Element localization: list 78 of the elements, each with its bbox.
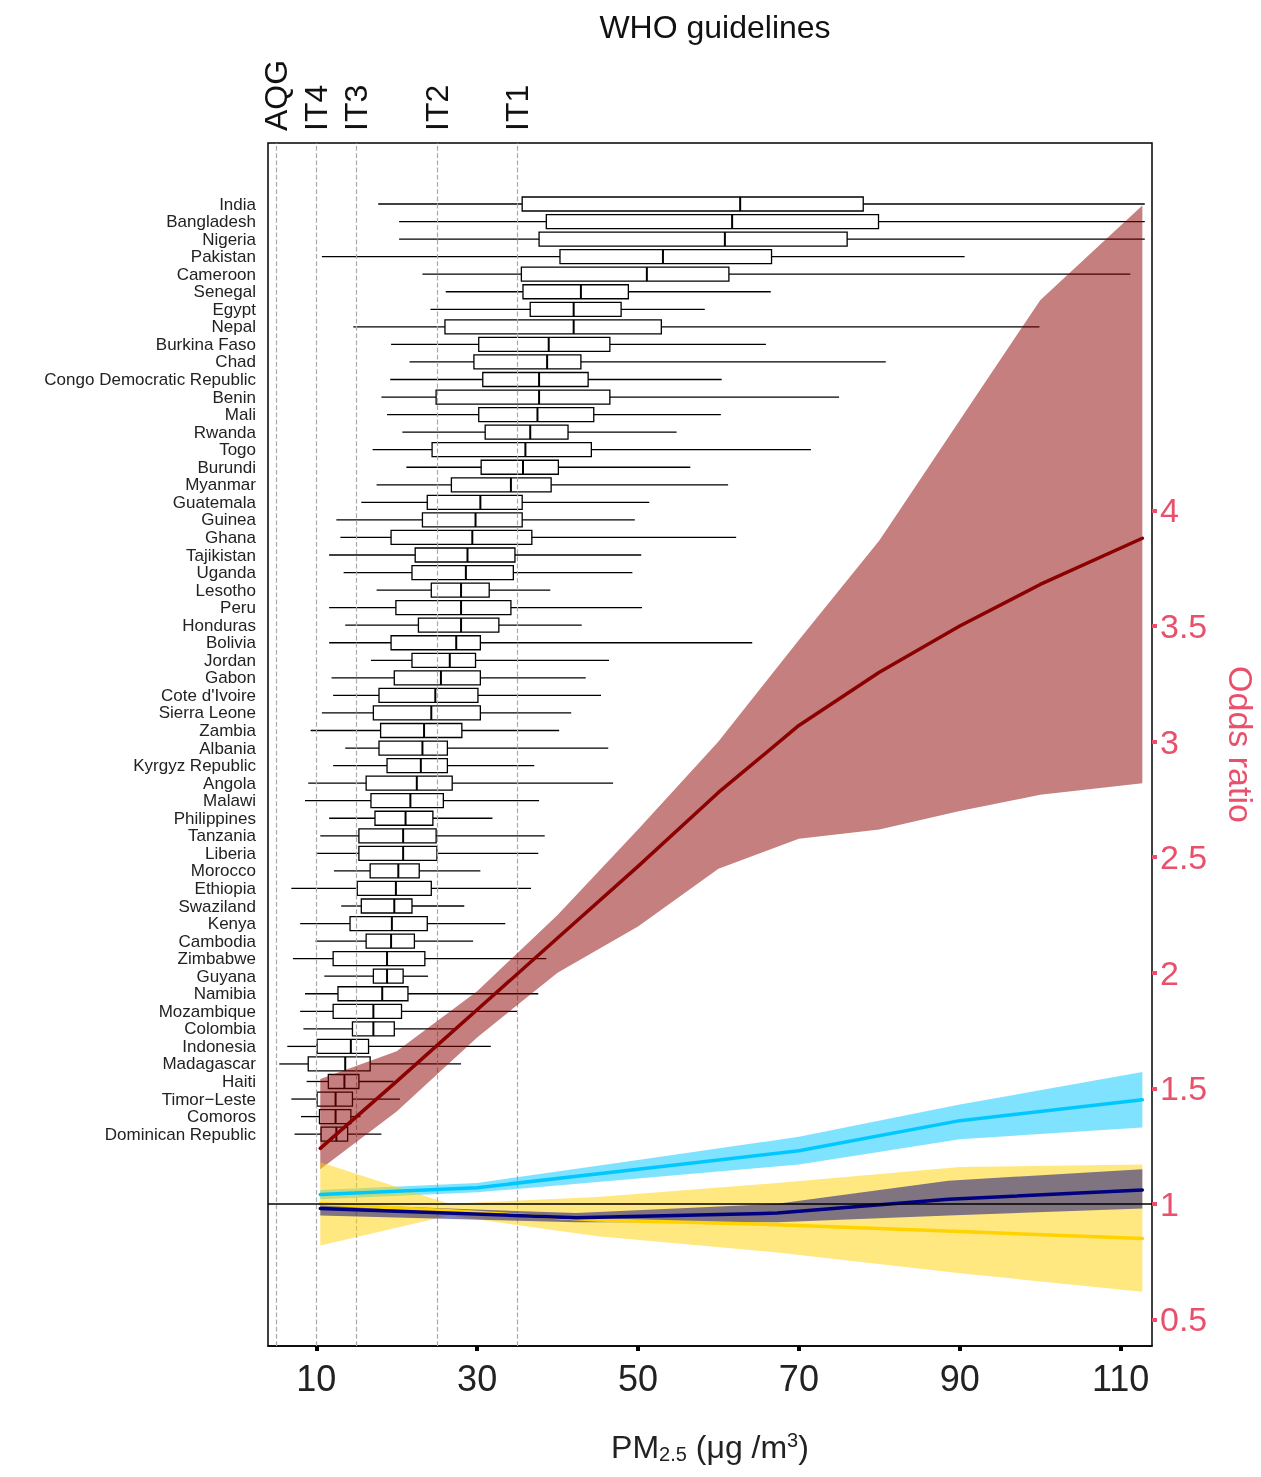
ref-line-label: AQG	[258, 59, 295, 131]
y-tick-label: Lesotho	[195, 580, 256, 600]
ref-line-label: IT4	[298, 84, 335, 131]
x-tick-label: 70	[778, 1357, 819, 1399]
y-tick-label: Rwanda	[193, 422, 257, 442]
x-tick-label: 50	[617, 1357, 659, 1399]
y-tick-label: Sierra Leone	[158, 703, 256, 723]
y-tick-label: Malawi	[203, 791, 256, 811]
y2-tick-label: 0.5	[1160, 1300, 1208, 1339]
y-tick-label: Kenya	[207, 914, 257, 934]
y2-tick-label: 2	[1160, 953, 1179, 992]
y-tick-label: Colombia	[184, 1019, 257, 1039]
y-tick-label: Angola	[203, 773, 257, 793]
x-tick-label: 110	[1091, 1357, 1150, 1399]
y-tick-label: Congo Democratic Republic	[44, 370, 257, 389]
y-tick-label: Tajikistan	[186, 545, 256, 565]
y-tick-label: Haiti	[221, 1072, 256, 1091]
y-tick-label: Swaziland	[178, 896, 256, 916]
x-tick-label: 10	[296, 1357, 337, 1399]
y-tick-label: Myanmar	[185, 475, 257, 495]
y-tick-label: Uganda	[196, 563, 257, 583]
y-tick-label: Ghana	[204, 527, 257, 547]
y2-axis-title: Odds ratio	[1222, 666, 1260, 823]
chart-title: WHO guidelines	[599, 9, 831, 45]
y-tick-label: Liberia	[204, 843, 257, 863]
y-tick-label: Indonesia	[182, 1036, 257, 1056]
y-tick-label: Timor−Leste	[161, 1089, 256, 1109]
y2-tick-label: 4	[1160, 491, 1179, 530]
y-tick-label: Cote d'Ivoire	[161, 685, 256, 705]
y-tick-label: Cambodia	[178, 931, 257, 951]
y-tick-label: Nigeria	[202, 229, 257, 249]
y2-tick-label: 3	[1160, 722, 1179, 761]
y-tick-label: Benin	[212, 387, 256, 407]
ref-line-label: IT3	[338, 84, 375, 131]
y-tick-label: Madagascar	[162, 1054, 257, 1074]
y-tick-label: Namibia	[193, 984, 257, 1004]
y-tick-label: Senegal	[193, 282, 256, 302]
ref-line-label: IT1	[499, 84, 536, 131]
y-tick-label: Togo	[219, 440, 256, 460]
line-series	[318, 1098, 1145, 1197]
y-tick-label: Zambia	[199, 721, 257, 740]
y2-tick-label: 1	[1160, 1184, 1179, 1223]
y-tick-label: Mali	[224, 405, 256, 425]
y-tick-label: Bangladesh	[166, 212, 256, 232]
y-tick-label: Burkina Faso	[155, 334, 256, 354]
y-tick-label: Nepal	[211, 317, 256, 337]
y-tick-label: Ethiopia	[194, 878, 257, 898]
y-tick-label: Jordan	[204, 650, 256, 670]
y-tick-label: Guatemala	[172, 492, 257, 512]
line-series	[318, 1188, 1145, 1220]
y-tick-label: Tanzania	[187, 826, 257, 846]
y-tick-label: Egypt	[212, 299, 257, 319]
ref-line-label: IT2	[418, 84, 455, 131]
y-tick-label: Morocco	[190, 861, 256, 881]
x-tick-label: 90	[939, 1357, 980, 1399]
y2-tick-label: 1.5	[1160, 1069, 1208, 1108]
y-tick-label: Mozambique	[158, 1001, 256, 1021]
y-tick-label: Albania	[199, 738, 257, 758]
y-tick-label: Bolivia	[205, 633, 257, 653]
y-tick-label: Burundi	[197, 457, 256, 477]
line-series	[318, 536, 1145, 1151]
x-tick-label: 30	[457, 1357, 498, 1399]
y-tick-label: Philippines	[173, 808, 256, 828]
y2-tick-label: 2.5	[1160, 838, 1208, 877]
y-tick-label: Chad	[215, 352, 256, 372]
y-tick-label: Guinea	[201, 510, 257, 530]
y-tick-label: Peru	[220, 598, 256, 618]
y-tick-label: Zimbabwe	[177, 949, 256, 969]
y-tick-label: Cameroon	[176, 264, 256, 284]
y-tick-label: Comoros	[187, 1107, 256, 1127]
y-tick-label: Guyana	[196, 966, 257, 986]
y-tick-label: Gabon	[204, 668, 256, 688]
y-tick-label: Dominican Republic	[104, 1124, 257, 1144]
y-tick-label: Pakistan	[190, 247, 256, 267]
y-tick-label: Honduras	[182, 615, 256, 635]
y-tick-label: India	[219, 194, 257, 214]
y-tick-label: Kyrgyz Republic	[133, 756, 257, 776]
y2-tick-label: 3.5	[1160, 607, 1208, 646]
